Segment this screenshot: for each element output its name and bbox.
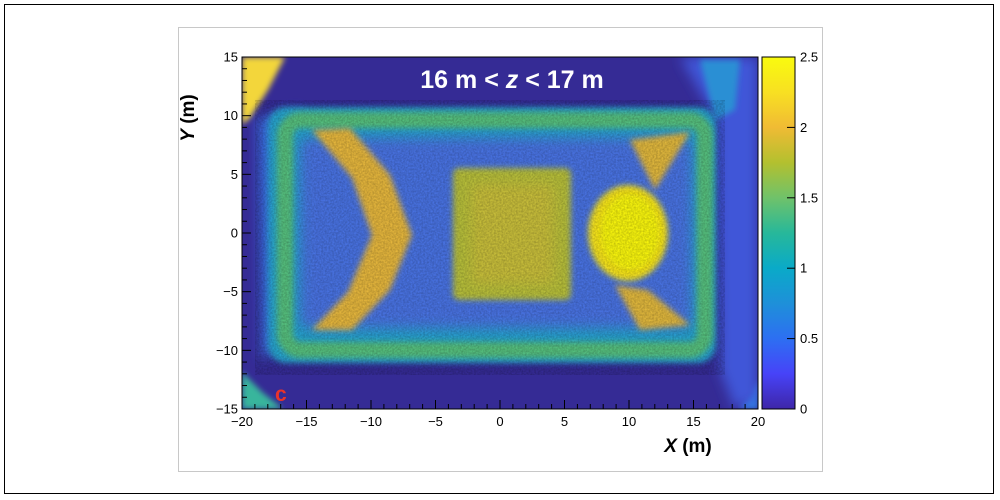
colorbar-tick-label: 1.5 [800, 190, 818, 205]
x-tick-label: 10 [622, 414, 636, 429]
y-tick-label: 5 [231, 167, 238, 182]
x-axis-title: X (m) [663, 436, 712, 457]
colorbar [761, 56, 796, 410]
x-tick-label: 20 [751, 414, 765, 429]
x-tick-label: −20 [231, 414, 253, 429]
y-axis: 15 10 5 0 −5 −10 −15 [216, 50, 251, 417]
x-tick-label: 0 [496, 414, 503, 429]
y-axis-title: Y (m) [178, 94, 199, 142]
y-tick-label: −15 [216, 402, 238, 417]
y-tick-label: 10 [224, 108, 238, 123]
y-tick-label: 15 [224, 50, 238, 65]
colorbar-tick-label: 2.5 [800, 50, 818, 65]
heatmap-area [242, 57, 758, 409]
x-tick-label: −10 [360, 414, 382, 429]
panel-label: c [275, 383, 287, 406]
x-tick-label: −5 [428, 414, 443, 429]
plot-title: 16 m < z < 17 m [420, 66, 603, 94]
x-tick-label: 5 [561, 414, 568, 429]
outer-frame [4, 4, 994, 494]
x-tick-label: −15 [295, 414, 317, 429]
x-axis: −20 −15 −10 −5 0 5 10 15 20 [231, 400, 765, 429]
colorbar-axis: 0 0.5 1 1.5 2 2.5 [787, 50, 818, 417]
colorbar-tick-label: 0.5 [800, 331, 818, 346]
colorbar-tick-label: 2 [800, 120, 807, 135]
colorbar-tick-label: 1 [800, 261, 807, 276]
y-tick-label: −5 [223, 284, 238, 299]
x-tick-label: 15 [686, 414, 700, 429]
y-tick-label: −10 [216, 343, 238, 358]
colorbar-tick-label: 0 [800, 402, 807, 417]
y-tick-label: 0 [231, 226, 238, 241]
